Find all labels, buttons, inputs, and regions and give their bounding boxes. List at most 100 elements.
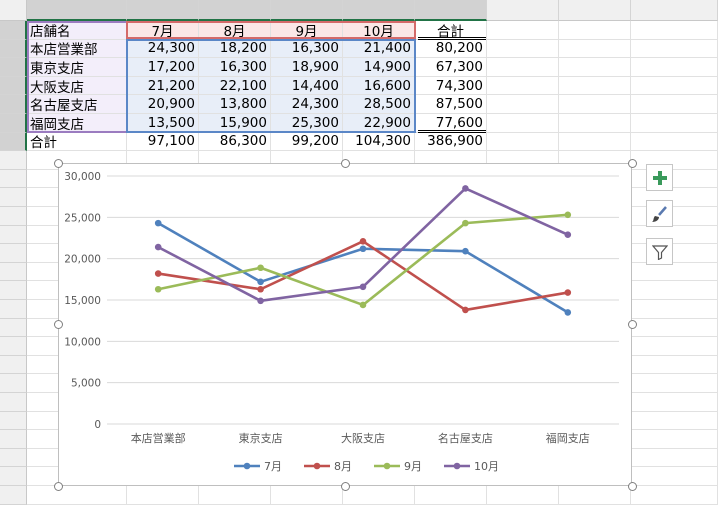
cell[interactable] <box>631 188 718 207</box>
row-header-24[interactable] <box>0 448 27 468</box>
chart-resize-handle[interactable] <box>627 319 637 329</box>
row-header-19[interactable] <box>0 355 27 375</box>
data-cell[interactable]: 25,300 <box>271 114 343 133</box>
row-header-22[interactable] <box>0 411 27 431</box>
cell[interactable] <box>631 337 718 356</box>
row-header-9[interactable] <box>0 169 27 189</box>
column-header-d[interactable] <box>271 0 343 21</box>
chart-resize-handle[interactable] <box>53 158 63 168</box>
line-chart[interactable]: 0 5,000 10,000 15,000 20,000 25,000 30,000 本店営業… <box>58 163 632 486</box>
cell[interactable] <box>631 430 718 449</box>
column-header-b[interactable] <box>127 0 199 21</box>
cell[interactable] <box>631 132 718 152</box>
cell[interactable] <box>631 486 718 505</box>
row-header-5[interactable] <box>0 95 27 114</box>
total-cell[interactable]: 104,300 <box>343 132 415 152</box>
cell[interactable] <box>559 76 631 96</box>
cell[interactable] <box>271 486 343 505</box>
cell[interactable] <box>559 21 631 40</box>
row-header-15[interactable] <box>0 281 27 300</box>
header-cell-2[interactable]: 8月 <box>199 21 271 40</box>
data-cell[interactable]: 16,300 <box>271 39 343 59</box>
cell[interactable] <box>487 76 559 96</box>
cell[interactable] <box>631 114 718 133</box>
cell[interactable] <box>631 300 718 319</box>
row-header-4[interactable] <box>0 76 27 96</box>
cell[interactable] <box>487 21 559 40</box>
cell[interactable] <box>631 355 718 375</box>
cell[interactable] <box>487 39 559 59</box>
chart-resize-handle[interactable] <box>340 158 350 168</box>
cell[interactable] <box>631 411 718 431</box>
cell[interactable] <box>559 132 631 152</box>
cell[interactable] <box>631 95 718 114</box>
data-cell[interactable]: 福岡支店 <box>27 114 127 133</box>
chart-resize-handle[interactable] <box>340 481 350 491</box>
data-cell[interactable]: 18,900 <box>271 58 343 77</box>
column-header-i[interactable] <box>631 0 718 21</box>
row-header-10[interactable] <box>0 188 27 207</box>
cell[interactable] <box>559 39 631 59</box>
cell[interactable] <box>487 486 559 505</box>
data-cell[interactable]: 21,400 <box>343 39 415 59</box>
total-cell[interactable]: 99,200 <box>271 132 343 152</box>
cell[interactable] <box>631 225 718 245</box>
cell[interactable] <box>631 151 718 170</box>
row-header-18[interactable] <box>0 337 27 356</box>
data-cell[interactable]: 22,900 <box>343 114 415 133</box>
header-cell-4[interactable]: 10月 <box>343 21 415 40</box>
data-cell[interactable]: 東京支店 <box>27 58 127 77</box>
data-cell[interactable]: 13,800 <box>199 95 271 114</box>
cell[interactable] <box>631 207 718 226</box>
cell[interactable] <box>631 281 718 300</box>
column-header-a[interactable] <box>27 0 127 21</box>
cell[interactable] <box>631 467 718 486</box>
row-header-25[interactable] <box>0 467 27 486</box>
cell[interactable] <box>127 486 199 505</box>
header-cell-3[interactable]: 9月 <box>271 21 343 40</box>
data-cell[interactable]: 15,900 <box>199 114 271 133</box>
column-header-e[interactable] <box>343 0 415 21</box>
total-cell[interactable]: 386,900 <box>415 132 487 152</box>
data-cell[interactable]: 20,900 <box>127 95 199 114</box>
total-cell[interactable]: 合計 <box>27 132 127 151</box>
cell[interactable] <box>631 39 718 59</box>
data-cell[interactable]: 16,600 <box>343 76 415 96</box>
column-header-f[interactable] <box>415 0 487 21</box>
row-header-13[interactable] <box>0 244 27 263</box>
data-cell[interactable]: 24,300 <box>271 95 343 114</box>
row-header-21[interactable] <box>0 393 27 412</box>
total-cell[interactable]: 86,300 <box>199 132 271 152</box>
header-cell-1[interactable]: 7月 <box>127 21 199 40</box>
cell[interactable] <box>27 486 127 505</box>
data-cell[interactable]: 22,100 <box>199 76 271 96</box>
cell[interactable] <box>487 132 559 152</box>
data-cell[interactable]: 80,200 <box>415 39 487 59</box>
cell[interactable] <box>631 76 718 96</box>
row-header-8[interactable] <box>0 151 27 170</box>
chart-filters-button[interactable] <box>646 238 673 265</box>
row-header-1[interactable] <box>0 21 27 40</box>
header-cell-0[interactable]: 店舗名 <box>27 21 127 40</box>
cell[interactable] <box>559 114 631 133</box>
cell[interactable] <box>487 95 559 114</box>
column-header-g[interactable] <box>487 0 559 21</box>
data-cell[interactable]: 67,300 <box>415 58 487 77</box>
data-cell[interactable]: 24,300 <box>127 39 199 59</box>
data-cell[interactable]: 13,500 <box>127 114 199 133</box>
data-cell[interactable]: 28,500 <box>343 95 415 114</box>
chart-styles-button[interactable] <box>646 200 673 227</box>
total-cell[interactable]: 97,100 <box>127 132 199 152</box>
data-cell[interactable]: 21,200 <box>127 76 199 96</box>
data-cell[interactable]: 87,500 <box>415 95 487 114</box>
row-header-17[interactable] <box>0 318 27 338</box>
cell[interactable] <box>631 21 718 40</box>
chart-resize-handle[interactable] <box>627 158 637 168</box>
data-cell[interactable]: 16,300 <box>199 58 271 77</box>
chart-resize-handle[interactable] <box>53 319 63 329</box>
cell[interactable] <box>559 486 631 505</box>
row-header-26[interactable] <box>0 486 27 505</box>
chart-resize-handle[interactable] <box>627 481 637 491</box>
data-cell[interactable]: 14,400 <box>271 76 343 96</box>
row-header-3[interactable] <box>0 58 27 77</box>
